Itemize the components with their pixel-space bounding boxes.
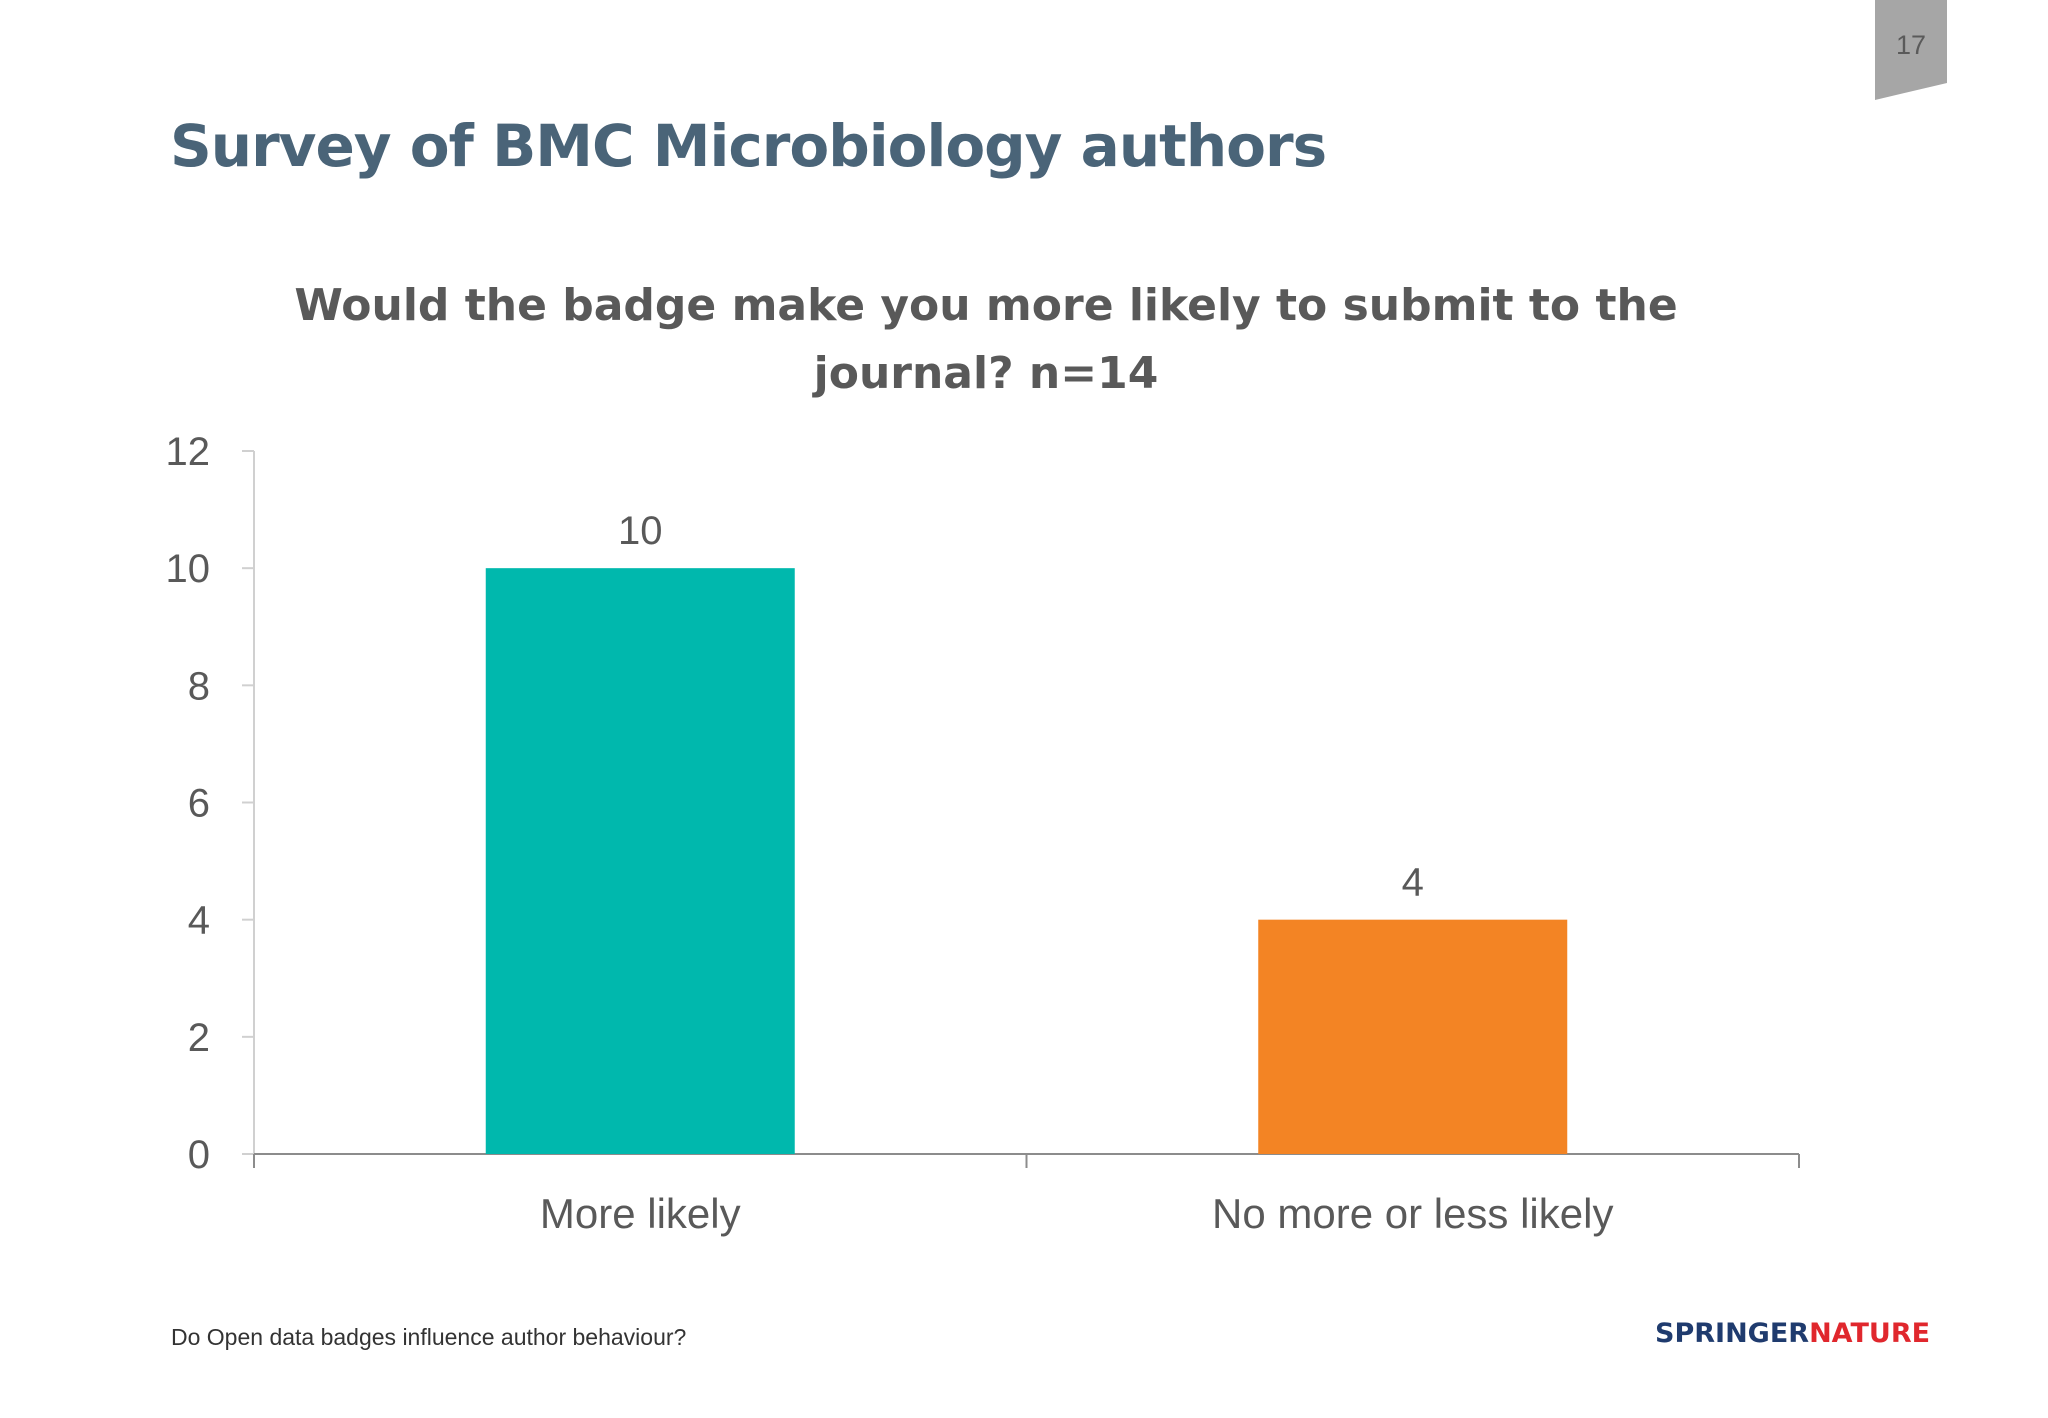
- bar: [1258, 919, 1568, 1154]
- y-tick-label: 10: [166, 547, 211, 591]
- footer-text: Do Open data badges influence author beh…: [171, 1324, 687, 1350]
- y-tick-label: 12: [166, 430, 211, 474]
- bar: [485, 568, 795, 1154]
- chart-title-line-2: journal? n=14: [812, 348, 1159, 399]
- page-number-tab: [1875, 0, 1947, 100]
- y-tick-label: 2: [188, 1016, 210, 1060]
- y-tick-label: 8: [188, 664, 210, 708]
- page-number: 17: [1895, 30, 1927, 60]
- springer-nature-logo: SPRINGERNATURE: [1655, 1318, 1931, 1349]
- data-label: 4: [1402, 861, 1424, 905]
- chart-title-line-1: Would the badge make you more likely to …: [294, 280, 1677, 331]
- y-tick-label: 0: [188, 1133, 210, 1177]
- slide-title: Survey of BMC Microbiology authors: [170, 112, 1327, 180]
- y-tick-label: 6: [188, 782, 210, 826]
- x-category-label: More likely: [540, 1190, 741, 1237]
- y-tick-label: 4: [188, 899, 210, 943]
- x-category-label: No more or less likely: [1212, 1190, 1613, 1237]
- data-label: 10: [618, 509, 663, 553]
